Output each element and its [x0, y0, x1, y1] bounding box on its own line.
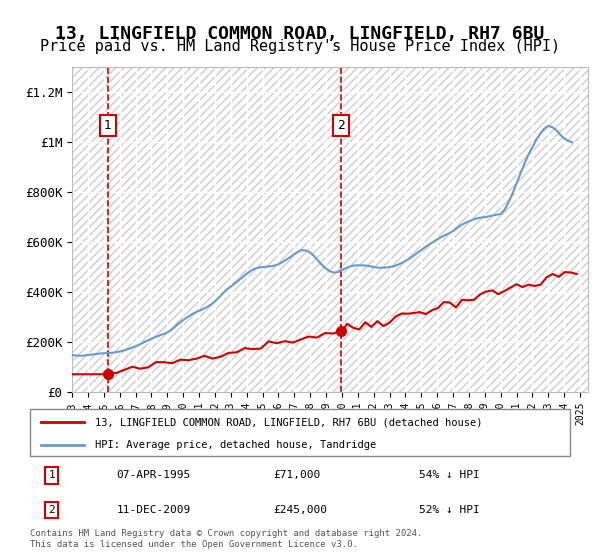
Text: Price paid vs. HM Land Registry's House Price Index (HPI): Price paid vs. HM Land Registry's House … — [40, 39, 560, 54]
Text: £245,000: £245,000 — [273, 505, 327, 515]
Text: 11-DEC-2009: 11-DEC-2009 — [116, 505, 191, 515]
Text: 13, LINGFIELD COMMON ROAD, LINGFIELD, RH7 6BU: 13, LINGFIELD COMMON ROAD, LINGFIELD, RH… — [55, 25, 545, 43]
Text: 2: 2 — [337, 119, 345, 132]
Text: HPI: Average price, detached house, Tandridge: HPI: Average price, detached house, Tand… — [95, 440, 376, 450]
Text: Contains HM Land Registry data © Crown copyright and database right 2024.
This d: Contains HM Land Registry data © Crown c… — [30, 529, 422, 549]
Text: 1: 1 — [48, 470, 55, 480]
Text: 52% ↓ HPI: 52% ↓ HPI — [419, 505, 479, 515]
Text: 1: 1 — [104, 119, 112, 132]
Text: £71,000: £71,000 — [273, 470, 320, 480]
Text: 2: 2 — [48, 505, 55, 515]
Text: 54% ↓ HPI: 54% ↓ HPI — [419, 470, 479, 480]
Text: 07-APR-1995: 07-APR-1995 — [116, 470, 191, 480]
Text: 13, LINGFIELD COMMON ROAD, LINGFIELD, RH7 6BU (detached house): 13, LINGFIELD COMMON ROAD, LINGFIELD, RH… — [95, 417, 482, 427]
FancyBboxPatch shape — [30, 409, 570, 456]
